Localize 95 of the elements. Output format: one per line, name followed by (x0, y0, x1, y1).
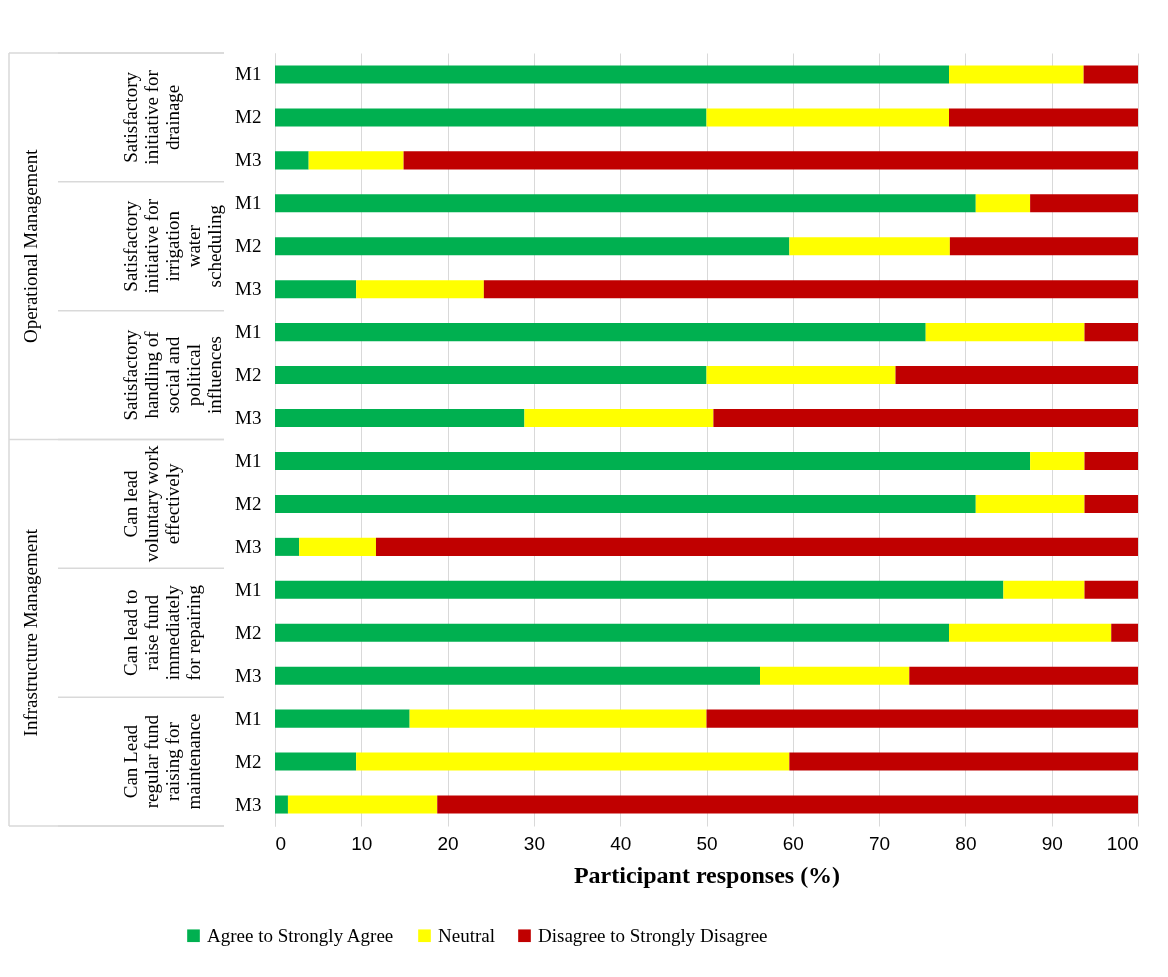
bar (789, 752, 1138, 771)
x-tick-label: 40 (610, 832, 632, 854)
bar (1111, 623, 1138, 642)
y-tick-label: M1 (235, 449, 262, 471)
bar (949, 65, 1084, 84)
x-tick-label: 0 (275, 832, 287, 854)
x-tick-label: 50 (696, 832, 718, 854)
bar (275, 451, 1031, 470)
text: Operational Management (20, 148, 41, 344)
bar (975, 494, 1085, 513)
bar (375, 537, 1138, 556)
y-tick-label: M1 (235, 321, 262, 343)
y-tick-label: M2 (235, 750, 262, 772)
y-tick-label: M3 (235, 535, 262, 557)
y-tick-label: M3 (235, 793, 262, 815)
bar (275, 237, 790, 256)
bar (925, 323, 1085, 342)
y-tick-label: M1 (235, 578, 262, 600)
bar (1083, 65, 1138, 84)
bar (275, 666, 761, 685)
y-tick-label: M2 (235, 235, 262, 257)
x-tick-label: 100 (1106, 832, 1139, 854)
bar (789, 237, 950, 256)
bar (1084, 580, 1138, 599)
text: Satisfactory initiative for irrigation water scheduling (120, 198, 225, 294)
bar (275, 709, 410, 728)
text: Can lead voluntary work effectively (120, 445, 183, 563)
bar (275, 580, 1004, 599)
bar (356, 280, 484, 299)
text: Can lead to raise fund immediately for repairing (120, 584, 204, 681)
bar (275, 409, 525, 428)
y-tick-label: M1 (235, 63, 262, 85)
bar (760, 666, 910, 685)
bar (706, 366, 896, 385)
bar (403, 151, 1138, 170)
bar (275, 108, 707, 127)
bar (1030, 194, 1138, 213)
bar (1084, 323, 1138, 342)
bar (975, 194, 1031, 213)
x-tick-label: 10 (351, 832, 373, 854)
x-tick-label: 60 (782, 832, 804, 854)
legend-label: Disagree to Strongly Disagree (538, 924, 768, 946)
bar (275, 280, 357, 299)
bar (409, 709, 707, 728)
bar (308, 151, 404, 170)
bar (275, 795, 288, 814)
y-tick-label: M2 (235, 492, 262, 514)
text: Can Lead regular fund raising for maintenance (120, 713, 204, 810)
bar (275, 494, 976, 513)
bar (909, 666, 1138, 685)
y-tick-label: M2 (235, 621, 262, 643)
bar (299, 537, 376, 556)
bar (287, 795, 438, 814)
bar (275, 752, 357, 771)
y-tick-label: M3 (235, 149, 262, 171)
x-tick-label: 80 (955, 832, 977, 854)
text: Satisfactory handling of social and political influences (120, 329, 225, 421)
bar (1030, 451, 1085, 470)
text: Satisfactory initiative for drainage (120, 69, 183, 165)
bar (949, 237, 1138, 256)
bar (524, 409, 714, 428)
bar (895, 366, 1138, 385)
bar (275, 194, 976, 213)
bar (356, 752, 790, 771)
bar (1003, 580, 1085, 599)
bar (949, 623, 1112, 642)
bar (275, 366, 707, 385)
y-tick-label: M2 (235, 364, 262, 386)
bar (275, 151, 309, 170)
x-tick-label: 70 (869, 832, 891, 854)
y-tick-label: M3 (235, 278, 262, 300)
y-tick-label: M3 (235, 407, 262, 429)
legend-label: Neutral (438, 924, 495, 946)
bar (1084, 494, 1138, 513)
legend-label: Agree to Strongly Agree (207, 924, 394, 946)
bar (706, 709, 1138, 728)
y-tick-label: M2 (235, 106, 262, 128)
bar (483, 280, 1138, 299)
bar (706, 108, 949, 127)
bar (437, 795, 1138, 814)
bar (949, 108, 1138, 127)
y-tick-label: M1 (235, 192, 262, 214)
y-tick-label: M1 (235, 707, 262, 729)
x-tick-label: 30 (523, 832, 545, 854)
bar (1084, 451, 1138, 470)
bar (275, 65, 949, 84)
bar (275, 323, 926, 342)
x-tick-label: 90 (1041, 832, 1063, 854)
text: Infrastructure Management (20, 528, 41, 737)
bar (275, 623, 949, 642)
x-tick-label: 20 (437, 832, 459, 854)
bar (713, 409, 1138, 428)
y-tick-label: M3 (235, 664, 262, 686)
bar (275, 537, 300, 556)
x-axis-title: Participant responses (%) (573, 861, 841, 888)
